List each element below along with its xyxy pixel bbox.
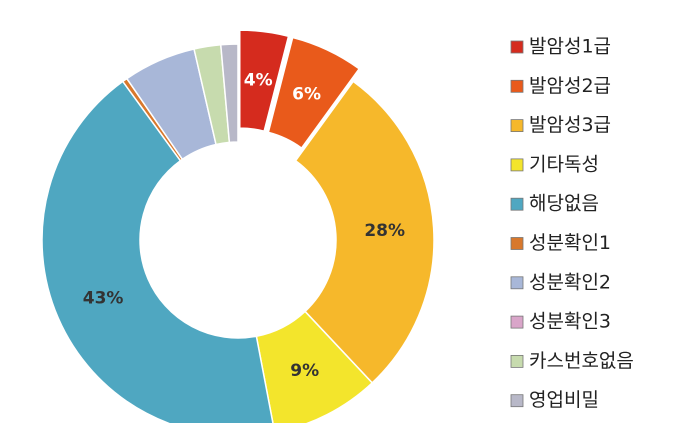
donut-slice (255, 310, 374, 423)
legend-swatch (510, 354, 524, 368)
donut-slice (267, 36, 361, 150)
legend-label: 성분확인2 (529, 271, 611, 293)
legend-swatch (510, 79, 524, 93)
legend-swatch (510, 394, 524, 408)
legend-label: 영업비밀 (529, 389, 599, 411)
legend-swatch (510, 276, 524, 290)
value-label: 43% (83, 288, 124, 308)
legend-swatch (510, 158, 524, 172)
legend-swatch (510, 197, 524, 211)
legend-swatch (510, 40, 524, 54)
legend-swatch (510, 237, 524, 250)
legend-label: 성분확인3 (529, 311, 611, 333)
donut-slice (239, 29, 290, 133)
legend-label: 발암성1급 (529, 36, 611, 58)
legend-label: 성분확인1 (529, 232, 611, 254)
legend-label: 발암성3급 (529, 114, 611, 136)
legend-swatch (510, 119, 524, 132)
value-label: 6% (292, 84, 321, 104)
legend-label: 기타독성 (529, 153, 599, 175)
donut-slice (219, 43, 239, 144)
value-label: 28% (364, 221, 405, 241)
donut-slice (41, 80, 274, 423)
value-label: 9% (290, 361, 319, 381)
donut-slice (294, 80, 435, 384)
legend-swatch (510, 315, 524, 329)
legend-label: 해당없음 (529, 193, 599, 215)
value-label: 4% (244, 70, 273, 90)
legend-label: 발암성2급 (529, 75, 611, 97)
legend-label: 카스번호없음 (529, 350, 634, 372)
